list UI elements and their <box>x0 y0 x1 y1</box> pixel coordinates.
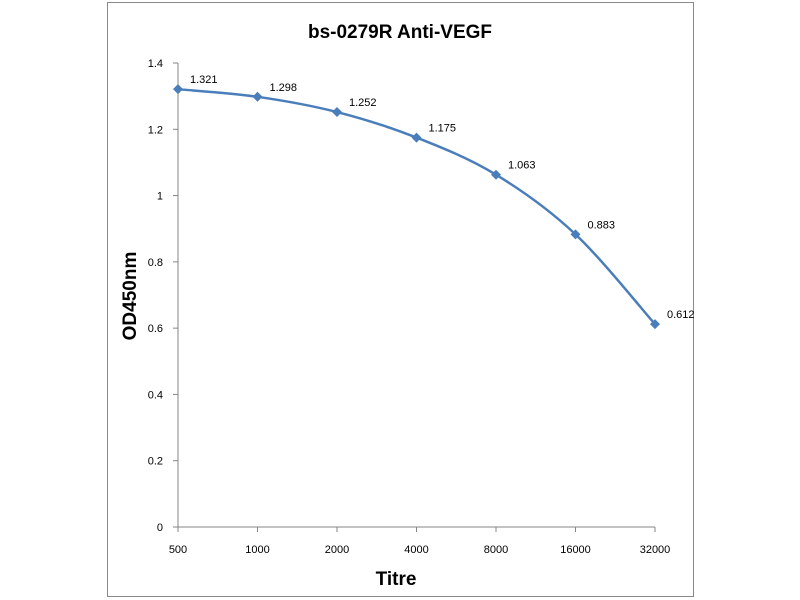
data-label: 1.063 <box>508 160 536 172</box>
data-point <box>570 229 581 240</box>
x-tick-label: 1000 <box>245 544 269 556</box>
x-axis-label: Titre <box>376 569 417 590</box>
data-label: 1.321 <box>190 74 218 86</box>
x-tick-label: 32000 <box>640 544 671 556</box>
y-axis-label: OD450nm <box>120 252 141 341</box>
data-label: 0.612 <box>667 309 695 321</box>
y-tick-label: 1.4 <box>148 58 163 70</box>
data-point <box>252 91 263 102</box>
y-tick-label: 1 <box>157 191 163 203</box>
y-tick-label: 0.2 <box>148 456 163 468</box>
data-label: 1.298 <box>270 82 298 94</box>
data-label: 1.175 <box>429 123 457 135</box>
y-tick-label: 0 <box>157 522 163 534</box>
chart-title: bs-0279R Anti-VEGF <box>308 22 492 43</box>
x-tick-label: 4000 <box>404 544 428 556</box>
data-point <box>491 169 501 180</box>
data-point <box>173 84 183 95</box>
data-point <box>332 107 342 118</box>
data-point <box>650 319 660 330</box>
data-label: 0.883 <box>588 219 616 231</box>
x-tick-label: 500 <box>169 544 187 556</box>
series-line <box>177 87 656 325</box>
y-tick-label: 0.8 <box>148 257 163 269</box>
y-tick-label: 0.4 <box>148 389 163 401</box>
chart-frame <box>107 2 694 597</box>
y-tick-label: 0.6 <box>148 323 163 335</box>
data-label: 1.252 <box>349 97 377 109</box>
x-tick-label: 8000 <box>484 544 508 556</box>
data-point <box>411 132 422 143</box>
x-tick-label: 2000 <box>325 544 349 556</box>
x-tick-label: 16000 <box>560 544 591 556</box>
y-tick-label: 1.2 <box>148 124 163 136</box>
